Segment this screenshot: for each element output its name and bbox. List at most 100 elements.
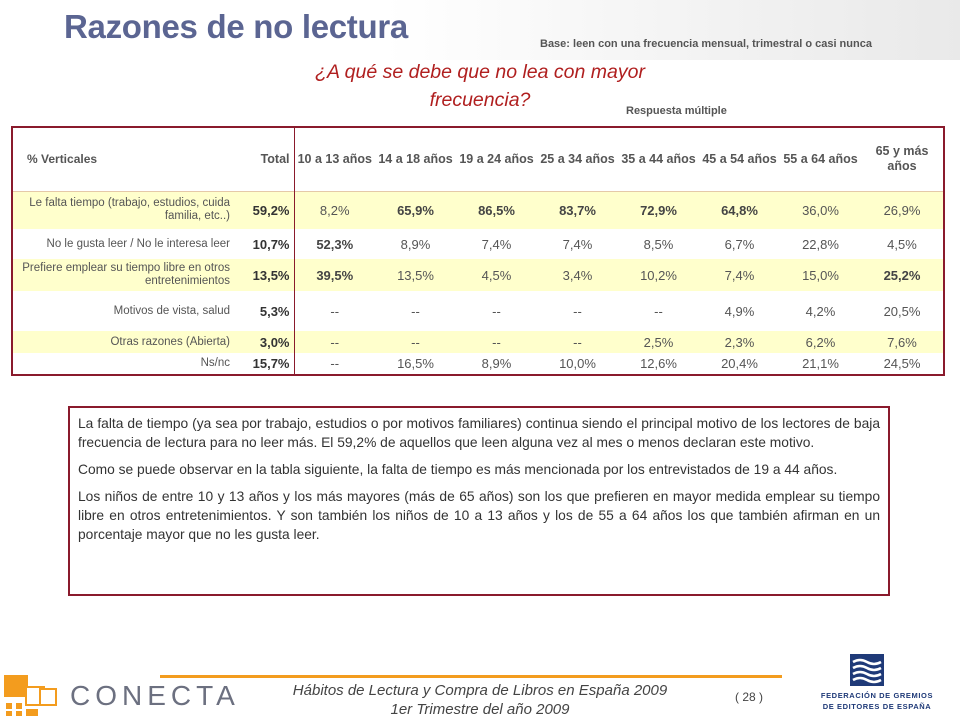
fge-text-line-1: FEDERACIÓN DE GREMIOS [820,691,934,700]
row-total: 15,7% [236,353,295,375]
header-band [0,0,960,60]
row-label: Ns/nc [200,357,230,369]
col-header: 45 a 54 años [702,151,777,166]
cell: 16,5% [397,356,434,371]
cell: -- [492,303,501,319]
cell: -- [537,331,618,353]
row-label: Otras razones (Abierta) [12,331,236,353]
cell: -- [294,331,375,353]
table-row: Le falta tiempo (trabajo, estudios, cuid… [12,190,944,229]
table-row: Motivos de vista, salud 5,3% -- -- -- --… [12,291,944,331]
col-header-total: Total [236,127,295,191]
commentary-paragraph: Como se puede observar en la tabla sigui… [78,462,838,477]
commentary-paragraph: La falta de tiempo (ya sea por trabajo, … [78,416,880,450]
footer-line-1: Hábitos de Lectura y Compra de Libros en… [292,682,668,699]
question-line-1: ¿A qué se debe que no lea con mayor [315,61,645,83]
cell: -- [330,303,340,319]
cell: 15,0% [780,259,861,291]
cell: 7,6% [861,331,944,353]
col-header: 65 y más años [875,144,929,174]
row-total: 59,2% [236,190,295,229]
col-header: 55 a 64 años [783,151,858,166]
cell: 2,3% [699,331,780,353]
conecta-logo-icon [4,673,58,717]
cell: 7,4% [699,259,780,291]
cell: 20,4% [721,356,758,371]
cell: 24,5% [883,356,921,371]
cell: 4,9% [724,303,755,319]
page-number: ( 28 ) [735,690,764,704]
cell: 6,7% [724,236,755,252]
cell: 13,5% [375,259,456,291]
footer-divider [160,675,782,678]
row-label: Le falta tiempo (trabajo, estudios, cuid… [12,190,236,229]
fge-text-line-2: DE EDITORES DE ESPAÑA [822,702,932,711]
cell: 10,0% [559,356,596,371]
cell: 4,5% [456,259,537,291]
fge-emblem-icon [850,654,884,686]
row-total: 3,0% [236,331,295,353]
row-total: 10,7% [236,229,295,259]
survey-question: ¿A qué se debe que no lea con mayor frec… [260,58,700,114]
cell: -- [654,303,663,319]
cell: 26,9% [861,190,944,229]
cell: 36,0% [780,190,861,229]
footer-title: Hábitos de Lectura y Compra de Libros en… [260,681,700,719]
cell: 25,2% [861,259,944,291]
col-header: 25 a 34 años [540,151,615,166]
table-header-row: % Verticales Total 10 a 13 años 14 a 18 … [12,127,944,191]
row-label: Prefiere emplear su tiempo libre en otro… [12,259,236,291]
cell: 4,5% [887,236,917,252]
commentary-box: La falta de tiempo (ya sea por trabajo, … [68,406,890,596]
table-row: Prefiere emplear su tiempo libre en otro… [12,259,944,291]
cell: 2,5% [618,331,699,353]
cell: 3,4% [537,259,618,291]
cell: 6,2% [780,331,861,353]
col-header: 14 a 18 años [378,151,453,166]
cell: 72,9% [618,190,699,229]
col-header: 10 a 13 años [297,151,372,166]
table-row: No le gusta leer / No le interesa leer 1… [12,229,944,259]
cell: 8,2% [294,190,375,229]
cell: 8,9% [400,236,431,252]
cell: 12,6% [640,356,677,371]
fge-logo: FEDERACIÓN DE GREMIOS DE EDITORES DE ESP… [802,654,952,718]
cell: 86,5% [456,190,537,229]
footer-line-2: 1er Trimestre del año 2009 [390,701,570,718]
cell: 52,3% [316,236,354,252]
question-line-2: frecuencia? [429,89,531,111]
page-title: Razones de no lectura [64,8,408,45]
cell: -- [456,331,537,353]
col-header: 35 a 44 años [621,151,696,166]
conecta-logo-text: CONECTA [70,680,240,711]
cell: -- [375,331,456,353]
cell: 10,2% [618,259,699,291]
cell: -- [411,303,420,319]
multiple-response-note: Respuesta múltiple [626,105,727,117]
cell: 8,5% [643,236,674,252]
col-header: 19 a 24 años [459,151,534,166]
table-row: Ns/nc 15,7% -- 16,5% 8,9% 10,0% 12,6% 20… [12,353,944,375]
row-label: No le gusta leer / No le interesa leer [46,237,230,250]
cell: 21,1% [802,356,839,371]
cell: 22,8% [802,236,839,252]
cell: 8,9% [481,356,512,371]
cell: 65,9% [375,190,456,229]
cell: -- [573,303,582,319]
cell: 7,4% [562,236,593,252]
row-total: 5,3% [236,291,295,331]
fge-logo-text: FEDERACIÓN DE GREMIOS DE EDITORES DE ESP… [802,690,952,712]
table-row: Otras razones (Abierta) 3,0% -- -- -- --… [12,331,944,353]
cell: 83,7% [537,190,618,229]
row-label: Motivos de vista, salud [113,304,230,317]
cell: 7,4% [481,236,512,252]
results-table: % Verticales Total 10 a 13 años 14 a 18 … [11,126,945,376]
cell: 64,8% [699,190,780,229]
cell: 39,5% [294,259,375,291]
row-total: 13,5% [236,259,295,291]
base-note: Base: leen con una frecuencia mensual, t… [540,38,872,50]
cell: 20,5% [883,303,921,319]
cell: -- [330,356,340,371]
commentary-paragraph: Los niños de entre 10 y 13 años y los má… [78,489,880,542]
col-header: % Verticales [27,151,98,166]
